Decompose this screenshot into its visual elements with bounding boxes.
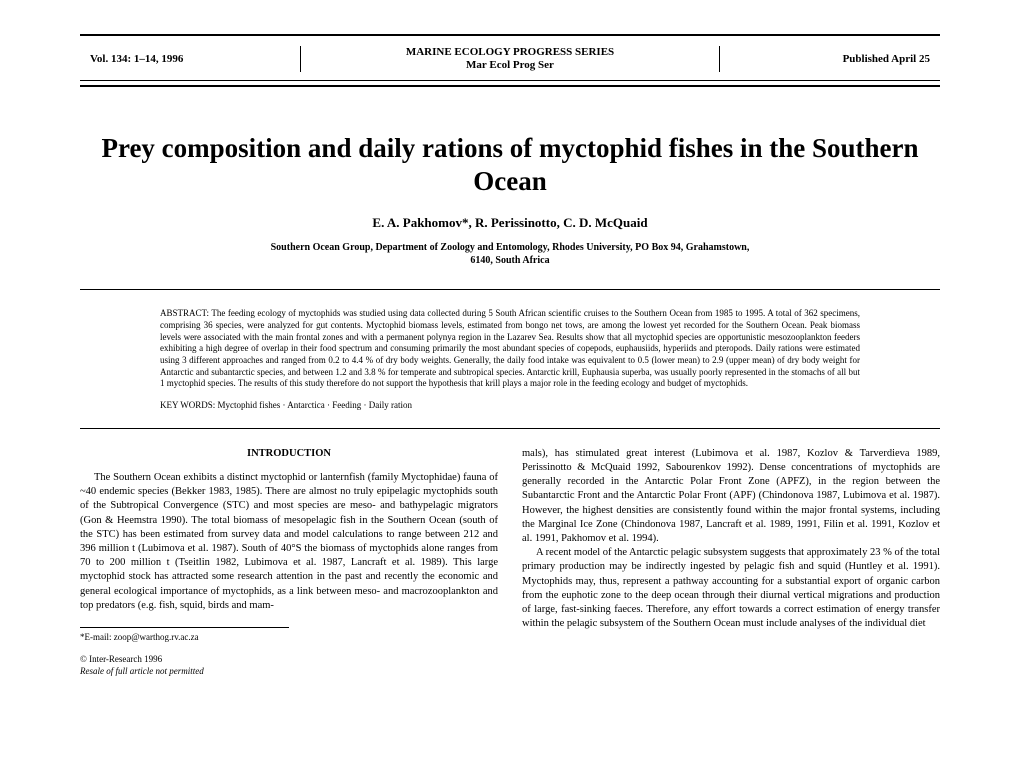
series-line2: Mar Ecol Prog Ser bbox=[321, 59, 699, 72]
series-line1: MARINE ECOLOGY PROGRESS SERIES bbox=[321, 46, 699, 59]
column-right: mals), has stimulated great interest (Lu… bbox=[522, 447, 940, 677]
intro-heading: INTRODUCTION bbox=[80, 447, 498, 461]
affiliation-line1: Southern Ocean Group, Department of Zool… bbox=[80, 241, 940, 254]
email-footnote: *E-mail: zoop@warthog.rv.ac.za bbox=[80, 627, 289, 643]
copyright: © Inter-Research 1996 Resale of full art… bbox=[80, 653, 498, 677]
publish-date: Published April 25 bbox=[720, 53, 930, 65]
col2-para2: A recent model of the Antarctic pelagic … bbox=[522, 546, 940, 631]
authors: E. A. Pakhomov*, R. Perissinotto, C. D. … bbox=[80, 215, 940, 231]
series-title: MARINE ECOLOGY PROGRESS SERIES Mar Ecol … bbox=[300, 46, 720, 72]
rule-after-abstract bbox=[80, 428, 940, 429]
affiliation: Southern Ocean Group, Department of Zool… bbox=[80, 241, 940, 267]
intro-paragraph: The Southern Ocean exhibits a distinct m… bbox=[80, 471, 498, 613]
copyright-line1: © Inter-Research 1996 bbox=[80, 653, 498, 665]
top-rule-2 bbox=[80, 80, 940, 81]
body-columns: INTRODUCTION The Southern Ocean exhibits… bbox=[80, 447, 940, 677]
keywords-text: Myctophid fishes · Antarctica · Feeding … bbox=[218, 400, 412, 410]
volume-info: Vol. 134: 1–14, 1996 bbox=[90, 53, 300, 65]
column-left: INTRODUCTION The Southern Ocean exhibits… bbox=[80, 447, 498, 677]
copyright-line2: Resale of full article not permitted bbox=[80, 665, 498, 677]
journal-header: Vol. 134: 1–14, 1996 MARINE ECOLOGY PROG… bbox=[80, 40, 940, 78]
affiliation-line2: 6140, South Africa bbox=[80, 254, 940, 267]
abstract-body: The feeding ecology of myctophids was st… bbox=[160, 308, 860, 388]
abstract: ABSTRACT: The feeding ecology of myctoph… bbox=[160, 308, 860, 390]
keywords: KEY WORDS: Myctophid fishes · Antarctica… bbox=[160, 400, 860, 410]
rule-before-abstract bbox=[80, 289, 940, 290]
col2-para1: mals), has stimulated great interest (Lu… bbox=[522, 447, 940, 546]
article-title: Prey composition and daily rations of my… bbox=[80, 132, 940, 197]
top-rule-1 bbox=[80, 34, 940, 36]
abstract-label: ABSTRACT: bbox=[160, 308, 211, 318]
top-rule-3 bbox=[80, 85, 940, 87]
keywords-label: KEY WORDS: bbox=[160, 400, 218, 410]
